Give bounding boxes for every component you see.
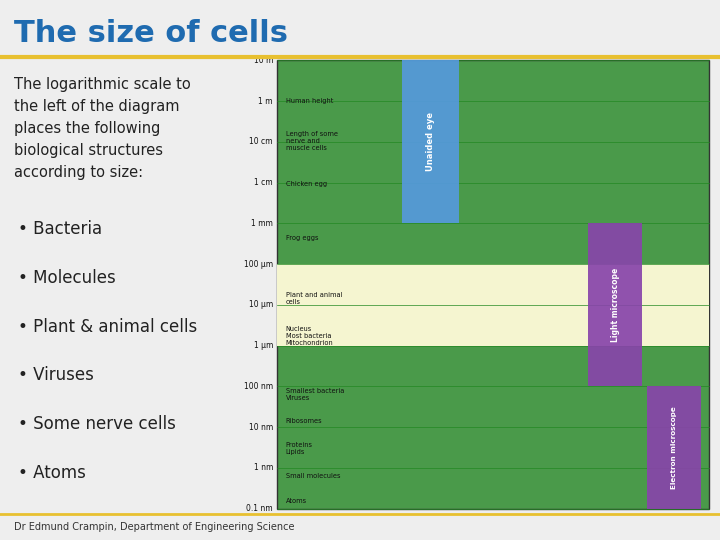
Text: Nucleus
Most bacteria
Mitochondrion: Nucleus Most bacteria Mitochondrion bbox=[286, 326, 333, 346]
Text: Small molecules: Small molecules bbox=[286, 473, 341, 479]
Text: 10 cm: 10 cm bbox=[249, 138, 273, 146]
Bar bbox=[647, 387, 701, 509]
Text: Plant and animal
cells: Plant and animal cells bbox=[286, 292, 342, 305]
Text: • Atoms: • Atoms bbox=[18, 463, 86, 482]
Text: Atoms: Atoms bbox=[286, 498, 307, 504]
Text: The size of cells: The size of cells bbox=[14, 19, 289, 48]
Text: • Molecules: • Molecules bbox=[18, 269, 116, 287]
Text: 10 m: 10 m bbox=[253, 56, 273, 65]
Text: • Plant & animal cells: • Plant & animal cells bbox=[18, 318, 197, 336]
Text: Proteins
Lipids: Proteins Lipids bbox=[286, 442, 313, 455]
Text: 100 nm: 100 nm bbox=[244, 382, 273, 391]
Text: Electron microscope: Electron microscope bbox=[670, 406, 677, 489]
Bar bbox=[277, 60, 709, 509]
Text: 1 μm: 1 μm bbox=[253, 341, 273, 350]
Text: Frog eggs: Frog eggs bbox=[286, 234, 318, 240]
Text: Light microscope: Light microscope bbox=[611, 268, 620, 342]
Text: 10 μm: 10 μm bbox=[248, 300, 273, 309]
Text: 1 m: 1 m bbox=[258, 97, 273, 106]
Bar bbox=[277, 264, 709, 346]
Text: Length of some
nerve and
muscle cells: Length of some nerve and muscle cells bbox=[286, 131, 338, 151]
Text: 10 nm: 10 nm bbox=[248, 423, 273, 431]
Text: • Viruses: • Viruses bbox=[18, 366, 94, 384]
Text: Human height: Human height bbox=[286, 98, 333, 104]
Text: 0.1 nm: 0.1 nm bbox=[246, 504, 273, 513]
Text: The logarithmic scale to
the left of the diagram
places the following
biological: The logarithmic scale to the left of the… bbox=[14, 77, 191, 180]
Text: 1 nm: 1 nm bbox=[253, 463, 273, 472]
Text: 1 cm: 1 cm bbox=[254, 178, 273, 187]
Text: 100 μm: 100 μm bbox=[244, 260, 273, 269]
Bar bbox=[402, 60, 459, 224]
Text: Ribosomes: Ribosomes bbox=[286, 418, 323, 424]
Text: Chicken egg: Chicken egg bbox=[286, 181, 327, 187]
Text: Smallest bacteria
Viruses: Smallest bacteria Viruses bbox=[286, 388, 344, 401]
Text: 1 mm: 1 mm bbox=[251, 219, 273, 228]
Text: • Some nerve cells: • Some nerve cells bbox=[18, 415, 176, 433]
Bar bbox=[588, 224, 642, 387]
Text: Dr Edmund Crampin, Department of Engineering Science: Dr Edmund Crampin, Department of Enginee… bbox=[14, 522, 295, 531]
Text: • Bacteria: • Bacteria bbox=[18, 220, 102, 239]
Text: Unaided eye: Unaided eye bbox=[426, 112, 435, 172]
